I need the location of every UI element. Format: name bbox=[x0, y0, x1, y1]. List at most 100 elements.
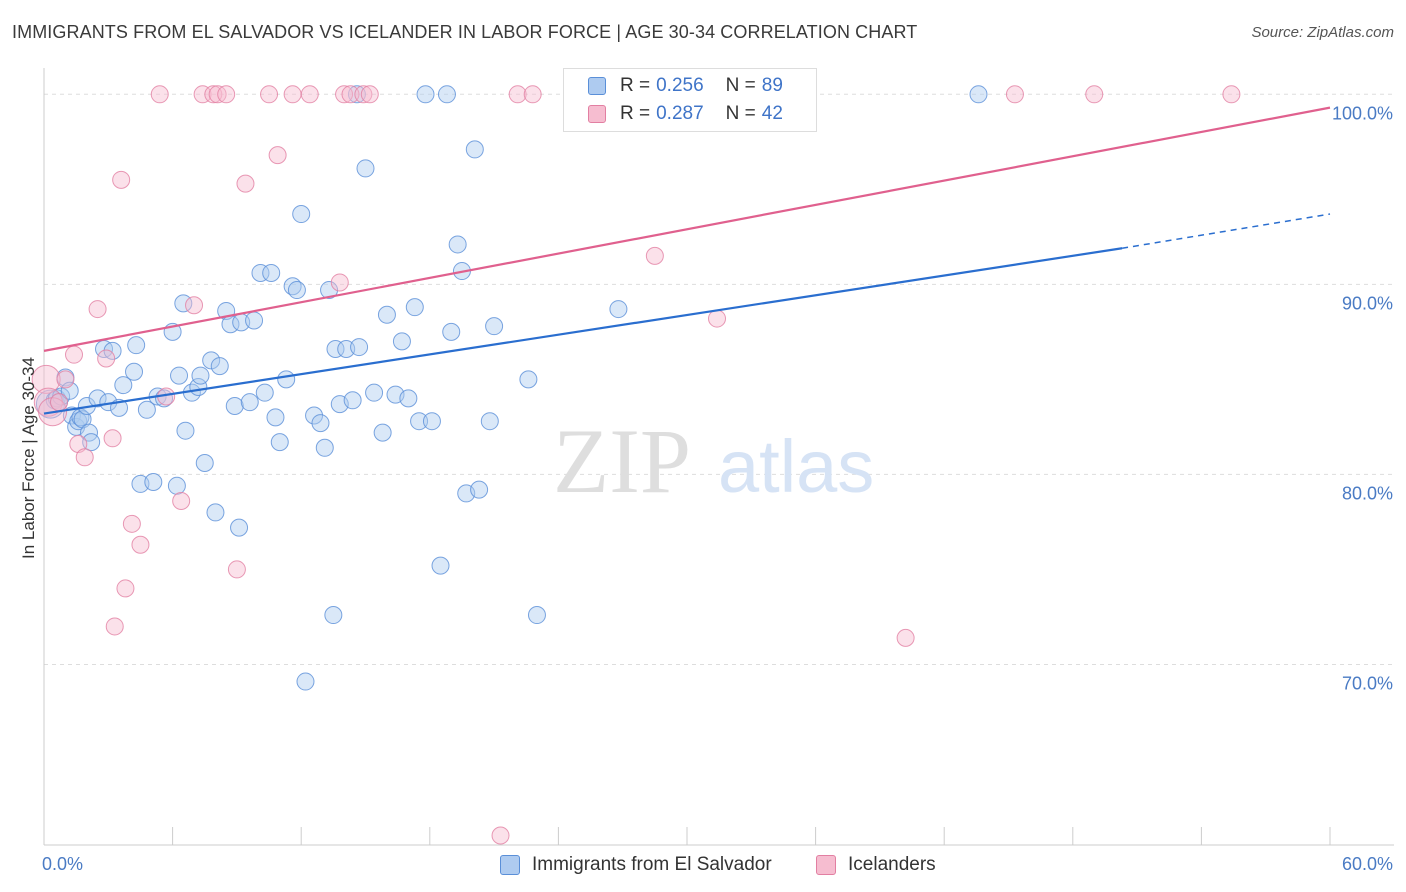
icelander-point bbox=[88, 300, 107, 319]
icelander-point bbox=[330, 273, 349, 292]
el-salvador-point bbox=[262, 263, 281, 282]
legend-r-label: R = bbox=[620, 103, 651, 124]
series-el-salvador-points bbox=[35, 85, 988, 691]
el-salvador-point bbox=[270, 433, 289, 452]
el-salvador-point bbox=[969, 85, 988, 104]
icelander-point bbox=[185, 296, 204, 315]
icelander-point bbox=[103, 429, 122, 448]
tick-labels: 70.0% 80.0% 90.0% 100.0% 0.0% 60.0% bbox=[42, 103, 1393, 874]
legend-r-value: 0.256 bbox=[656, 75, 704, 96]
y-tick-label: 70.0% bbox=[1342, 673, 1393, 693]
source-label: Source: ZipAtlas.com bbox=[1251, 24, 1394, 41]
el-salvador-point bbox=[324, 606, 343, 625]
el-salvador-point bbox=[137, 400, 156, 419]
legend-n-value: 89 bbox=[761, 75, 783, 96]
el-salvador-point bbox=[485, 317, 504, 336]
legend-n-label: N = bbox=[725, 103, 756, 124]
watermark-atlas: atlas bbox=[718, 425, 874, 508]
el-salvador-point bbox=[287, 281, 306, 300]
bottom-legend-el-salvador: Immigrants from El Salvador bbox=[500, 852, 772, 878]
icelander-point bbox=[97, 349, 116, 368]
bottom-legend-swatch-pink bbox=[816, 855, 836, 875]
chart-title: IMMIGRANTS FROM EL SALVADOR VS ICELANDER… bbox=[12, 22, 918, 42]
icelander-point bbox=[300, 85, 319, 104]
legend-r-label: R = bbox=[620, 75, 651, 96]
el-salvador-point bbox=[311, 414, 330, 433]
el-salvador-point bbox=[470, 480, 489, 499]
icelander-point bbox=[217, 85, 236, 104]
trend-line-icelanders bbox=[43, 106, 1331, 352]
bottom-legend-label: Immigrants from El Salvador bbox=[532, 854, 772, 875]
icelander-point bbox=[116, 579, 135, 598]
icelander-point bbox=[65, 345, 84, 364]
el-salvador-point bbox=[230, 518, 249, 537]
el-salvador-point bbox=[480, 412, 499, 431]
el-salvador-point bbox=[255, 383, 274, 402]
icelander-point bbox=[341, 85, 360, 104]
icelander-point bbox=[227, 560, 246, 579]
el-salvador-point bbox=[392, 332, 411, 351]
el-salvador-point bbox=[609, 300, 628, 319]
bottom-legend-label: Icelanders bbox=[848, 854, 936, 875]
el-salvador-point bbox=[373, 423, 392, 442]
icelander-point bbox=[354, 85, 373, 104]
icelander-point bbox=[523, 85, 542, 104]
icelander-point bbox=[75, 448, 94, 467]
el-salvador-point bbox=[191, 366, 210, 385]
el-salvador-point bbox=[437, 85, 456, 104]
y-tick-label: 90.0% bbox=[1342, 293, 1393, 313]
y-tick-label: 80.0% bbox=[1342, 483, 1393, 503]
el-salvador-point bbox=[431, 556, 450, 575]
bottom-legend-swatch-blue bbox=[500, 855, 520, 875]
icelander-point bbox=[508, 85, 527, 104]
el-salvador-point bbox=[210, 357, 229, 376]
el-salvador-point bbox=[399, 389, 418, 408]
icelander-point bbox=[56, 370, 75, 389]
el-salvador-point bbox=[410, 412, 429, 431]
el-salvador-point bbox=[377, 305, 396, 324]
el-salvador-point bbox=[245, 311, 264, 330]
icelander-point bbox=[1222, 85, 1241, 104]
icelander-point bbox=[131, 535, 150, 554]
x-tick-label: 60.0% bbox=[1342, 854, 1393, 874]
el-salvador-point bbox=[114, 376, 133, 395]
bottom-legend-icelanders: Icelanders bbox=[816, 852, 936, 878]
el-salvador-point bbox=[315, 438, 334, 457]
icelander-point bbox=[283, 85, 302, 104]
icelander-point bbox=[150, 85, 169, 104]
el-salvador-point bbox=[225, 396, 244, 415]
el-salvador-point bbox=[251, 263, 270, 282]
el-salvador-point bbox=[350, 338, 369, 357]
icelander-point bbox=[260, 85, 279, 104]
el-salvador-point bbox=[305, 406, 324, 425]
legend-n-label: N = bbox=[725, 75, 756, 96]
icelander-point bbox=[268, 146, 287, 165]
el-salvador-point bbox=[465, 140, 484, 159]
el-salvador-point bbox=[60, 381, 79, 400]
legend-row-icelanders: R = 0.287 N = 42 bbox=[588, 101, 783, 127]
el-salvador-point bbox=[519, 370, 538, 389]
series-icelanders-points bbox=[31, 85, 1241, 845]
el-salvador-point bbox=[405, 298, 424, 317]
el-salvador-point bbox=[88, 389, 107, 408]
legend-n-value: 42 bbox=[761, 103, 783, 124]
legend-swatch-blue bbox=[588, 77, 606, 95]
x-tick-label: 0.0% bbox=[42, 854, 83, 874]
icelander-point bbox=[491, 826, 510, 845]
el-salvador-point bbox=[326, 339, 345, 358]
el-salvador-point bbox=[422, 412, 441, 431]
el-salvador-point bbox=[365, 383, 384, 402]
icelander-point bbox=[204, 85, 223, 104]
el-salvador-point bbox=[170, 366, 189, 385]
watermark: ZIP atlas bbox=[553, 410, 874, 512]
legend-row-el-salvador: R = 0.256 N = 89 bbox=[588, 73, 783, 99]
el-salvador-point bbox=[448, 235, 467, 254]
icelander-point bbox=[1005, 85, 1024, 104]
icelander-point bbox=[645, 246, 664, 265]
el-salvador-point bbox=[266, 408, 285, 427]
el-salvador-point bbox=[103, 341, 122, 360]
icelander-point bbox=[122, 514, 141, 533]
el-salvador-point bbox=[144, 473, 163, 492]
el-salvador-point bbox=[292, 205, 311, 224]
icelander-point bbox=[708, 309, 727, 328]
